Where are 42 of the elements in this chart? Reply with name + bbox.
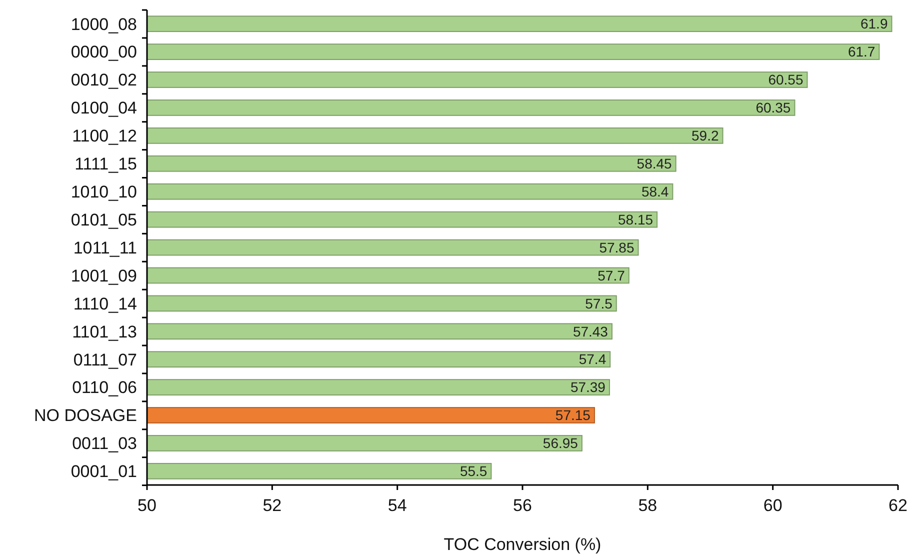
- data-label: 60.55: [768, 72, 804, 88]
- data-label: 56.95: [542, 435, 578, 452]
- data-label: 57.15: [555, 407, 591, 424]
- y-tick-label: 0001_01: [70, 462, 137, 482]
- data-label: 61.7: [848, 44, 876, 60]
- y-tick-label: 0010_02: [70, 70, 137, 90]
- data-label: 58.15: [618, 211, 654, 228]
- data-label: 57.5: [585, 295, 613, 312]
- y-tick-label: 0011_03: [72, 434, 137, 454]
- y-tick-label: 1111_15: [74, 154, 137, 174]
- x-tick-label: 62: [888, 496, 908, 515]
- data-label: 57.7: [598, 267, 626, 284]
- y-tick-label: 1001_09: [70, 266, 137, 286]
- data-label: 58.45: [636, 156, 672, 172]
- x-tick-label: 56: [513, 496, 532, 515]
- data-label: 60.35: [756, 100, 791, 116]
- y-tick-label: 1110_14: [73, 294, 137, 314]
- data-label: 59.2: [692, 128, 719, 144]
- y-tick-label: 1000_08: [70, 14, 137, 34]
- x-tick-label: 52: [262, 496, 282, 515]
- y-tick-label: 1100_12: [72, 126, 137, 146]
- data-label: 57.85: [599, 239, 634, 256]
- data-label: 57.43: [572, 323, 608, 340]
- y-tick-label: 0111_07: [73, 350, 137, 370]
- x-tick-label: 54: [388, 496, 407, 515]
- x-axis-title: TOC Conversion (%): [444, 535, 602, 554]
- data-label: 57.39: [570, 379, 606, 396]
- y-tick-label: 1010_10: [70, 182, 137, 202]
- data-label: 57.4: [578, 351, 606, 368]
- y-tick-label: 1011_11: [73, 238, 137, 258]
- x-tick-label: 58: [638, 496, 658, 515]
- data-label: 58.4: [641, 183, 669, 200]
- y-tick-label: 1101_13: [72, 322, 137, 342]
- y-tick-label: 0101_05: [70, 210, 137, 230]
- x-tick-label: 50: [138, 496, 156, 515]
- x-tick-label: 60: [763, 496, 782, 515]
- y-tick-label: 0000_00: [70, 42, 137, 62]
- y-tick-label: 0110_06: [72, 378, 137, 398]
- data-label: 55.5: [460, 463, 488, 480]
- y-tick-label: NO DOSAGE: [34, 406, 137, 426]
- data-label: 61.9: [860, 16, 888, 32]
- y-tick-label: 0100_04: [70, 98, 137, 118]
